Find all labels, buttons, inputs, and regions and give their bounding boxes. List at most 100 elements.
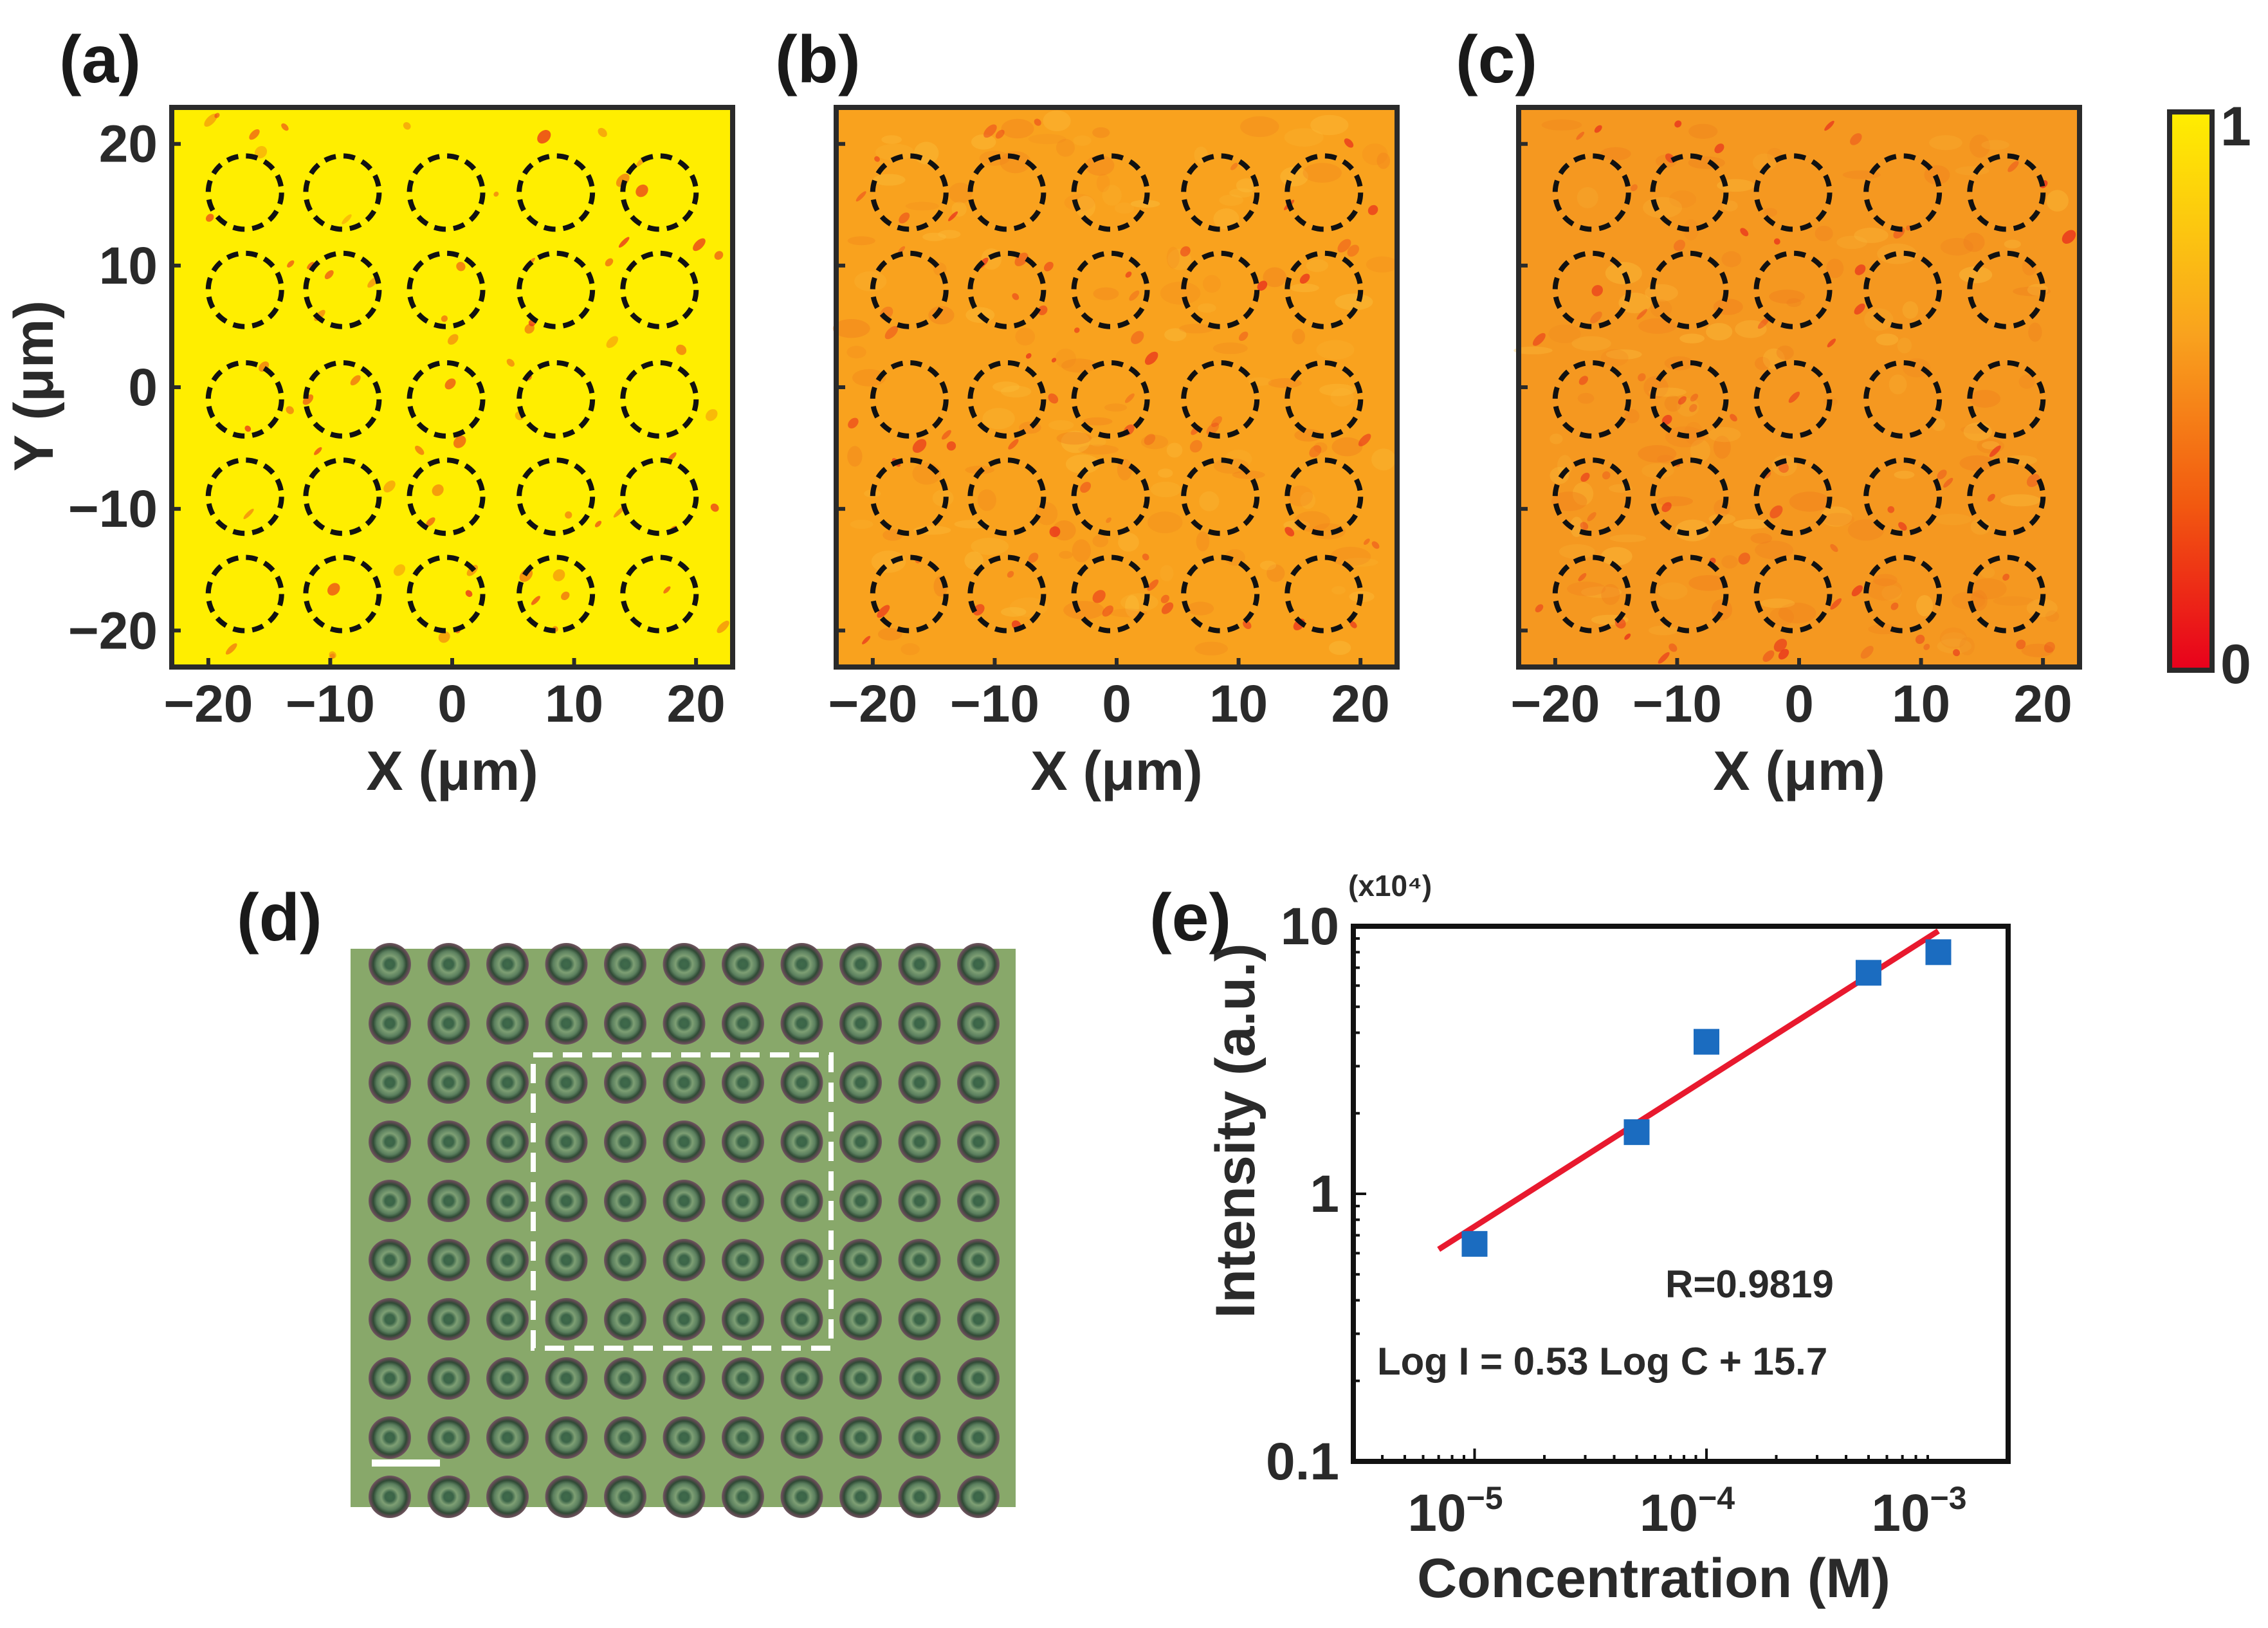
texture-blob	[1092, 127, 1110, 138]
texture-blob	[1643, 197, 1683, 219]
texture-blob	[1675, 519, 1711, 542]
texture-blob	[1656, 496, 1694, 507]
texture-blob	[847, 236, 875, 246]
microwell	[486, 1357, 529, 1400]
hotspot	[254, 146, 268, 159]
texture-blob	[1072, 539, 1091, 563]
hotspot	[947, 211, 958, 221]
microwell	[839, 1357, 882, 1400]
microwell	[957, 1061, 1000, 1104]
texture-blob	[1664, 395, 1681, 412]
texture-blob	[1267, 564, 1285, 582]
roi-circle	[1071, 360, 1150, 439]
hotspot	[618, 237, 630, 248]
roi-circle	[620, 360, 699, 439]
x-tick-base: 10	[1871, 1484, 1930, 1542]
hotspot	[1923, 643, 1930, 650]
roi-circle	[517, 360, 596, 439]
microwell	[369, 1239, 411, 1281]
texture-blob	[877, 628, 902, 641]
hotspot	[1532, 333, 1546, 346]
texture-blob	[1104, 403, 1128, 412]
microwell	[663, 1061, 706, 1104]
microwell	[839, 1002, 882, 1045]
hotspot	[855, 191, 866, 202]
hotspot	[598, 127, 607, 138]
hotspot	[307, 262, 315, 270]
x-tick-label: −20	[828, 675, 917, 733]
roi-circle	[1071, 554, 1150, 634]
hotspot	[717, 620, 729, 634]
texture-blob	[1755, 540, 1793, 560]
hotspot	[1638, 373, 1646, 381]
hotspot	[2002, 573, 2010, 581]
microwell	[898, 1357, 941, 1400]
microwell	[898, 1298, 941, 1340]
x-tick-label: 10	[545, 675, 603, 733]
roi-circle	[967, 360, 1047, 439]
texture-blob	[1760, 598, 1795, 608]
hotspot	[1309, 445, 1322, 458]
hotspot	[441, 315, 448, 322]
microwell	[957, 1239, 1000, 1281]
texture-blob	[1572, 482, 1594, 506]
texture-blob	[1970, 590, 1988, 611]
roi-circle	[870, 554, 949, 634]
hotspot	[1943, 477, 1953, 488]
texture-blob	[1959, 637, 1975, 655]
texture-blob	[1061, 430, 1090, 453]
hotspot	[1830, 544, 1838, 553]
texture-blob	[1229, 188, 1254, 198]
texture-blob	[1160, 281, 1201, 305]
microwell	[486, 1416, 529, 1459]
hotspot	[493, 191, 499, 197]
y-tick-label: 20	[99, 115, 158, 174]
microscope-circle-array	[369, 943, 1000, 1518]
panel-label-d: (d)	[237, 881, 322, 955]
hotspot	[1788, 391, 1800, 403]
hotspot	[1578, 572, 1587, 581]
microwell	[663, 1120, 706, 1163]
microwell	[427, 1061, 470, 1104]
texture-blob	[1826, 259, 1844, 279]
texture-blob	[1600, 349, 1629, 367]
microwell	[898, 1476, 941, 1518]
hotspot	[877, 605, 890, 618]
hotspot	[1028, 553, 1039, 563]
roi-circle	[967, 554, 1047, 634]
texture-blob	[1894, 470, 1915, 479]
texture-blob	[1075, 196, 1096, 218]
roi-circle	[1552, 554, 1631, 634]
microwell	[898, 1061, 941, 1104]
microwell	[780, 1357, 823, 1400]
texture-blob	[1721, 251, 1742, 268]
microwell	[486, 1120, 529, 1163]
hotspot	[1851, 585, 1863, 597]
region-of-interest-box	[531, 1052, 834, 1351]
texture-blob	[1292, 329, 1306, 345]
hotspot	[1038, 305, 1048, 315]
hotspot	[1661, 502, 1672, 513]
texture-blob	[1310, 114, 1349, 136]
heatmap-a	[169, 105, 735, 670]
hotspot	[1773, 238, 1780, 245]
texture-blob	[1939, 627, 1967, 649]
texture-blob	[854, 271, 887, 291]
hotspot	[1367, 205, 1378, 215]
x-tick-base: 10	[1640, 1484, 1698, 1542]
microwell	[722, 1476, 764, 1518]
microwell	[604, 1298, 646, 1340]
heatmap-b	[832, 105, 1400, 670]
roi-circle	[205, 250, 284, 329]
texture-blob	[1822, 513, 1854, 526]
hotspot	[314, 447, 322, 455]
texture-blob	[832, 319, 870, 338]
x-tick-label: 10	[1209, 675, 1268, 733]
hotspot	[1034, 118, 1041, 126]
roi-circle	[1181, 250, 1260, 329]
y-tick-label: −20	[68, 601, 158, 660]
hotspot	[941, 430, 951, 440]
hotspot	[1915, 634, 1925, 645]
